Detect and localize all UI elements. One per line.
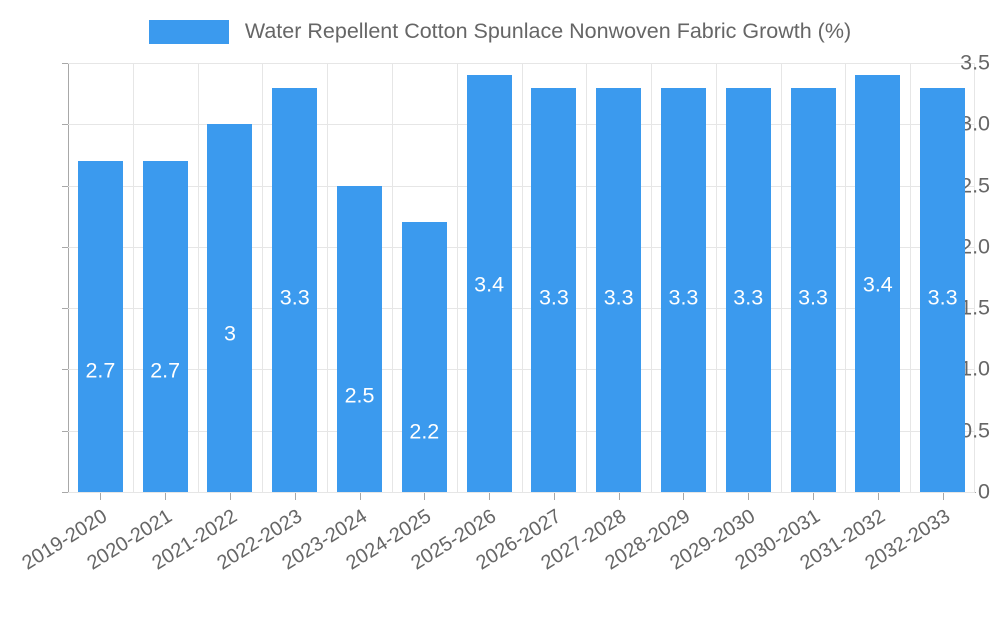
x-axis-tick-mark xyxy=(683,493,684,500)
x-axis-tick-mark xyxy=(295,493,296,500)
y-axis-tick-mark xyxy=(62,246,68,248)
bar[interactable] xyxy=(337,185,383,492)
plot-border-top xyxy=(68,63,975,64)
plot-area xyxy=(68,63,975,493)
gridline-horizontal xyxy=(68,430,975,432)
bar-chart: Water Repellent Cotton Spunlace Nonwoven… xyxy=(0,14,1000,574)
gridline-vertical xyxy=(262,63,263,492)
gridline-vertical xyxy=(586,63,587,492)
bar-value-label: 3.3 xyxy=(668,284,699,309)
y-axis-tick-mark xyxy=(62,369,68,371)
x-axis-tick-mark xyxy=(424,493,425,500)
bar[interactable] xyxy=(142,161,188,492)
gridline-horizontal xyxy=(68,246,975,248)
y-axis-tick-mark xyxy=(62,492,68,493)
bar-value-label: 3.3 xyxy=(927,284,958,309)
y-axis-line xyxy=(68,63,69,493)
y-axis-tick-label: 2.0 xyxy=(960,234,990,259)
bar[interactable] xyxy=(660,87,706,492)
y-axis-tick-label: 0 xyxy=(978,479,990,504)
bar-value-label: 3.3 xyxy=(538,284,569,309)
y-axis-tick-mark xyxy=(62,124,68,126)
gridline-vertical xyxy=(845,63,846,492)
y-axis-tick-label: 2.5 xyxy=(960,172,990,197)
x-axis-tick-mark xyxy=(100,493,101,500)
y-axis-tick-mark xyxy=(62,430,68,432)
gridline-vertical xyxy=(781,63,782,492)
x-axis-tick-mark xyxy=(489,493,490,500)
x-axis-tick-mark xyxy=(554,493,555,500)
bar[interactable] xyxy=(207,124,253,492)
gridline-vertical xyxy=(910,63,911,492)
gridline-vertical xyxy=(457,63,458,492)
bar-value-label: 2.2 xyxy=(409,419,440,444)
gridline-horizontal xyxy=(68,124,975,126)
bar[interactable] xyxy=(790,87,836,492)
y-axis-tick-mark xyxy=(62,185,68,187)
gridline-horizontal xyxy=(68,492,975,493)
bar[interactable] xyxy=(725,87,771,492)
y-axis-tick-mark xyxy=(62,308,68,310)
chart-legend: Water Repellent Cotton Spunlace Nonwoven… xyxy=(0,14,1000,50)
x-axis-tick-mark xyxy=(619,493,620,500)
gridline-vertical xyxy=(198,63,199,492)
bar-value-label: 2.7 xyxy=(150,358,181,383)
gridline-vertical xyxy=(133,63,134,492)
bar-value-label: 3.3 xyxy=(603,284,634,309)
x-axis-tick-mark xyxy=(878,493,879,500)
x-axis-tick-mark xyxy=(943,493,944,500)
bar[interactable] xyxy=(401,222,447,492)
bar-value-label: 3.4 xyxy=(474,272,505,297)
y-axis-tick-label: 3.0 xyxy=(960,111,990,136)
bar-value-label: 3.3 xyxy=(733,284,764,309)
bar-value-label: 3 xyxy=(223,321,236,346)
bar-value-label: 3.4 xyxy=(862,272,893,297)
bar[interactable] xyxy=(531,87,577,492)
bar-value-label: 2.5 xyxy=(344,382,375,407)
gridline-vertical xyxy=(392,63,393,492)
gridline-horizontal xyxy=(68,308,975,310)
bar[interactable] xyxy=(466,75,512,492)
legend-color-swatch xyxy=(148,20,229,44)
bar-value-label: 2.7 xyxy=(85,358,116,383)
y-axis-tick-label: 1.5 xyxy=(960,295,990,320)
gridline-vertical xyxy=(327,63,328,492)
x-axis-tick-mark xyxy=(360,493,361,500)
x-axis-tick-mark xyxy=(165,493,166,500)
gridline-horizontal xyxy=(68,185,975,187)
y-axis-tick-mark xyxy=(62,63,68,64)
x-axis-tick-mark xyxy=(748,493,749,500)
x-axis-tick-mark xyxy=(813,493,814,500)
y-axis-tick-label: 3.5 xyxy=(960,50,990,75)
gridline-horizontal xyxy=(68,369,975,371)
legend-series-label: Water Repellent Cotton Spunlace Nonwoven… xyxy=(244,19,852,44)
gridline-vertical xyxy=(716,63,717,492)
bar-value-label: 3.3 xyxy=(798,284,828,309)
bar[interactable] xyxy=(920,87,966,492)
bar[interactable] xyxy=(855,75,901,492)
gridline-vertical xyxy=(651,63,652,492)
x-axis-tick-mark xyxy=(230,493,231,500)
y-axis-tick-label: 1.0 xyxy=(960,356,990,381)
bar-value-label: 3.3 xyxy=(279,284,310,309)
gridline-vertical xyxy=(522,63,523,492)
plot-border-right xyxy=(974,63,975,492)
bar[interactable] xyxy=(77,161,123,492)
bar[interactable] xyxy=(272,87,318,492)
y-axis-tick-label: 0.5 xyxy=(960,417,990,442)
bar[interactable] xyxy=(596,87,642,492)
